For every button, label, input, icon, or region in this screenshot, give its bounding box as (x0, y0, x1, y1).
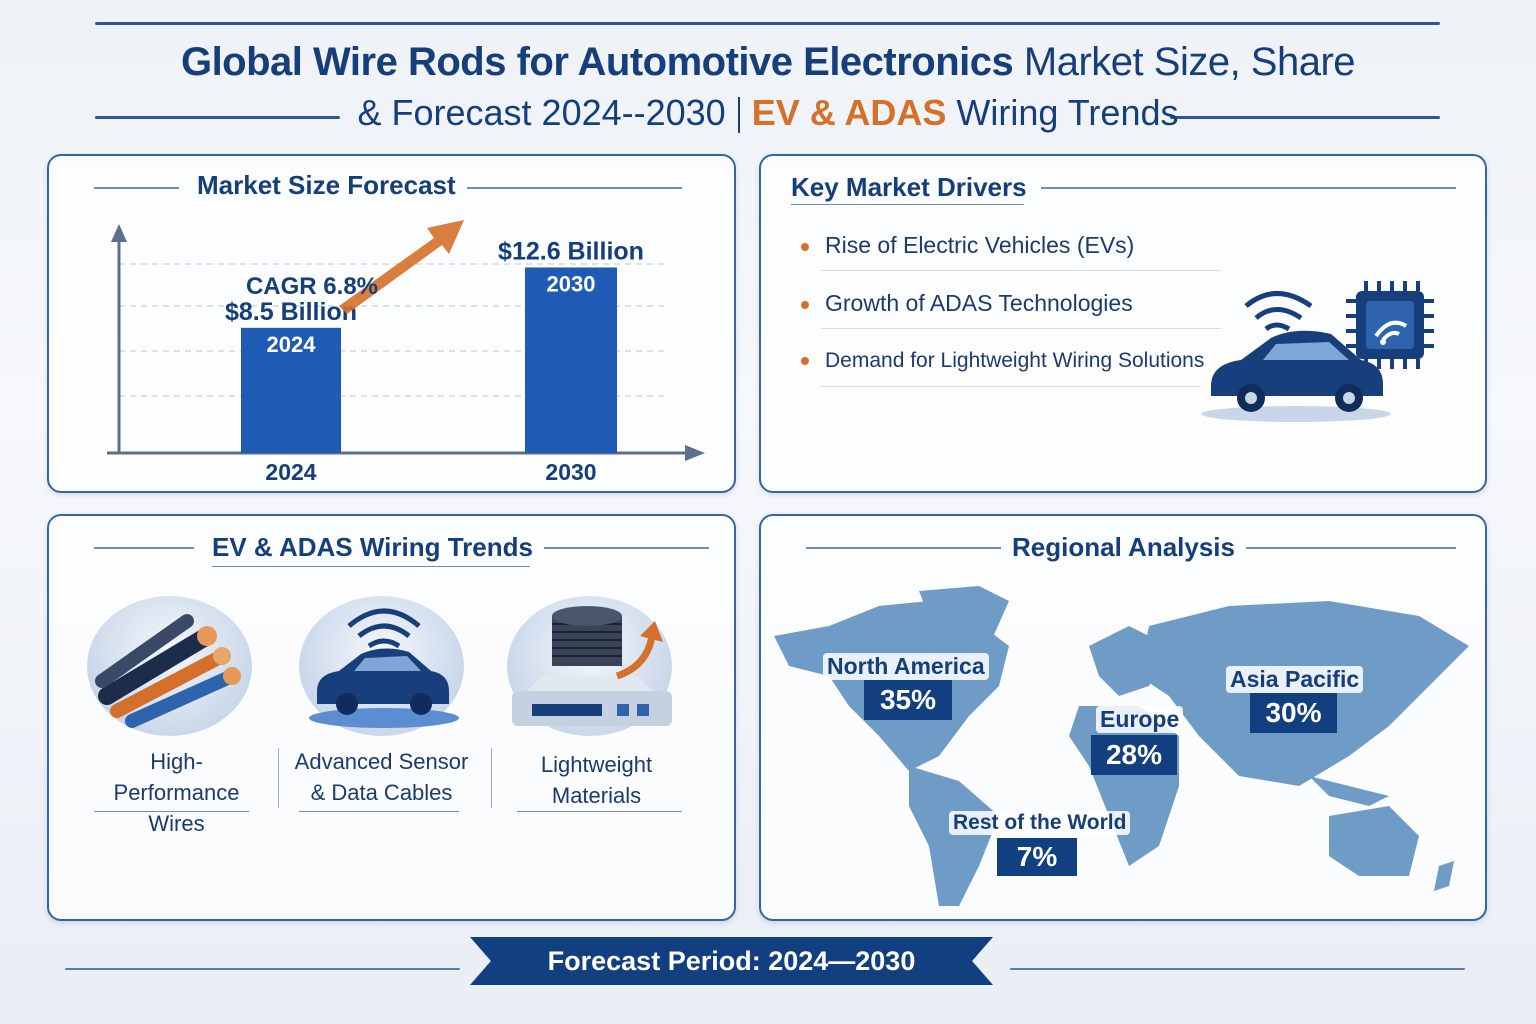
regional-analysis-panel: Regional Analysis North America 35% Euro… (759, 514, 1487, 921)
footer-rule-left (65, 968, 460, 970)
title-bold: Global Wire Rods for Automotive Electron… (180, 40, 1014, 84)
connected-car-chip-icon (1201, 281, 1434, 422)
page-subtitle: & Forecast 2024--2030 EV & ADAS Wiring Tr… (0, 92, 1536, 134)
region-label-rest-of-world: Rest of the World (949, 811, 1131, 835)
key-drivers-panel: Key Market Drivers Rise of Electric Vehi… (759, 154, 1487, 493)
market-size-heading: Market Size Forecast (197, 170, 456, 200)
wiring-trends-panel: EV & ADAS Wiring Trends High-Performance… (47, 514, 736, 921)
cagr-label: CAGR 6.8% (246, 273, 378, 300)
subtitle-rule-right (1170, 116, 1440, 119)
region-label-north-america: North America (823, 653, 989, 680)
title-light: Market Size, Share (1023, 40, 1356, 84)
high-performance-wires-icon (87, 596, 252, 736)
y-axis-arrow-icon (111, 224, 127, 242)
region-share-north-america: 35% (864, 680, 952, 720)
page-title: Global Wire Rods for Automotive Electron… (0, 40, 1536, 85)
key-drivers-heading: Key Market Drivers (791, 172, 1027, 202)
bar-value-label: $8.5 Billion (225, 298, 357, 326)
trend-high-performance-wires: High-Performance Wires (113, 749, 240, 836)
lightweight-materials-icon (507, 596, 672, 736)
market-size-chart: 2024 $8.5 Billion 2024 2030 $12.6 Billion 203… (107, 220, 705, 485)
x-tick-label: 2030 (545, 459, 596, 485)
region-share-asia-pacific: 30% (1250, 693, 1337, 733)
forecast-period-banner: Forecast Period: 2024—2030 (470, 937, 993, 985)
sensor-car-icon (299, 596, 464, 736)
region-label-asia-pacific: Asia Pacific (1226, 666, 1364, 693)
x-axis-arrow-icon (685, 445, 705, 461)
wiring-trends-heading: EV & ADAS Wiring Trends (212, 532, 533, 562)
subtitle-end: Wiring Trends (956, 92, 1179, 133)
driver-item: Growth of ADAS Technologies (801, 290, 1133, 317)
market-size-panel: Market Size Forecast 2024 $8.5 Billion 202… (47, 154, 736, 493)
bar-2024 (241, 327, 341, 453)
growth-arrow-icon (339, 220, 464, 314)
subtitle-start: & Forecast 2024--2030 (357, 92, 726, 133)
top-rule (95, 22, 1440, 25)
region-share-europe: 28% (1091, 735, 1177, 775)
region-label-europe: Europe (1096, 706, 1184, 733)
trend-lightweight-materials: Lightweight Materials (540, 752, 653, 808)
bar-year-label: 2030 (547, 271, 596, 296)
trend-sensor-data-cables: Advanced Sensor & Data Cables (294, 749, 469, 805)
driver-item: Rise of Electric Vehicles (EVs) (801, 232, 1134, 259)
footer-rule-right (1010, 968, 1465, 970)
regional-analysis-heading: Regional Analysis (1012, 532, 1235, 562)
bar-year-label: 2024 (267, 332, 317, 357)
x-tick-label: 2024 (265, 459, 316, 485)
subtitle-rule-left (95, 116, 340, 119)
region-share-rest-of-world: 7% (997, 838, 1077, 876)
subtitle-accent: EV & ADAS (751, 92, 947, 133)
bar-2030 (525, 267, 617, 453)
driver-item: Demand for Lightweight Wiring Solutions (801, 349, 1204, 373)
bar-value-label: $12.6 Billion (498, 237, 644, 265)
